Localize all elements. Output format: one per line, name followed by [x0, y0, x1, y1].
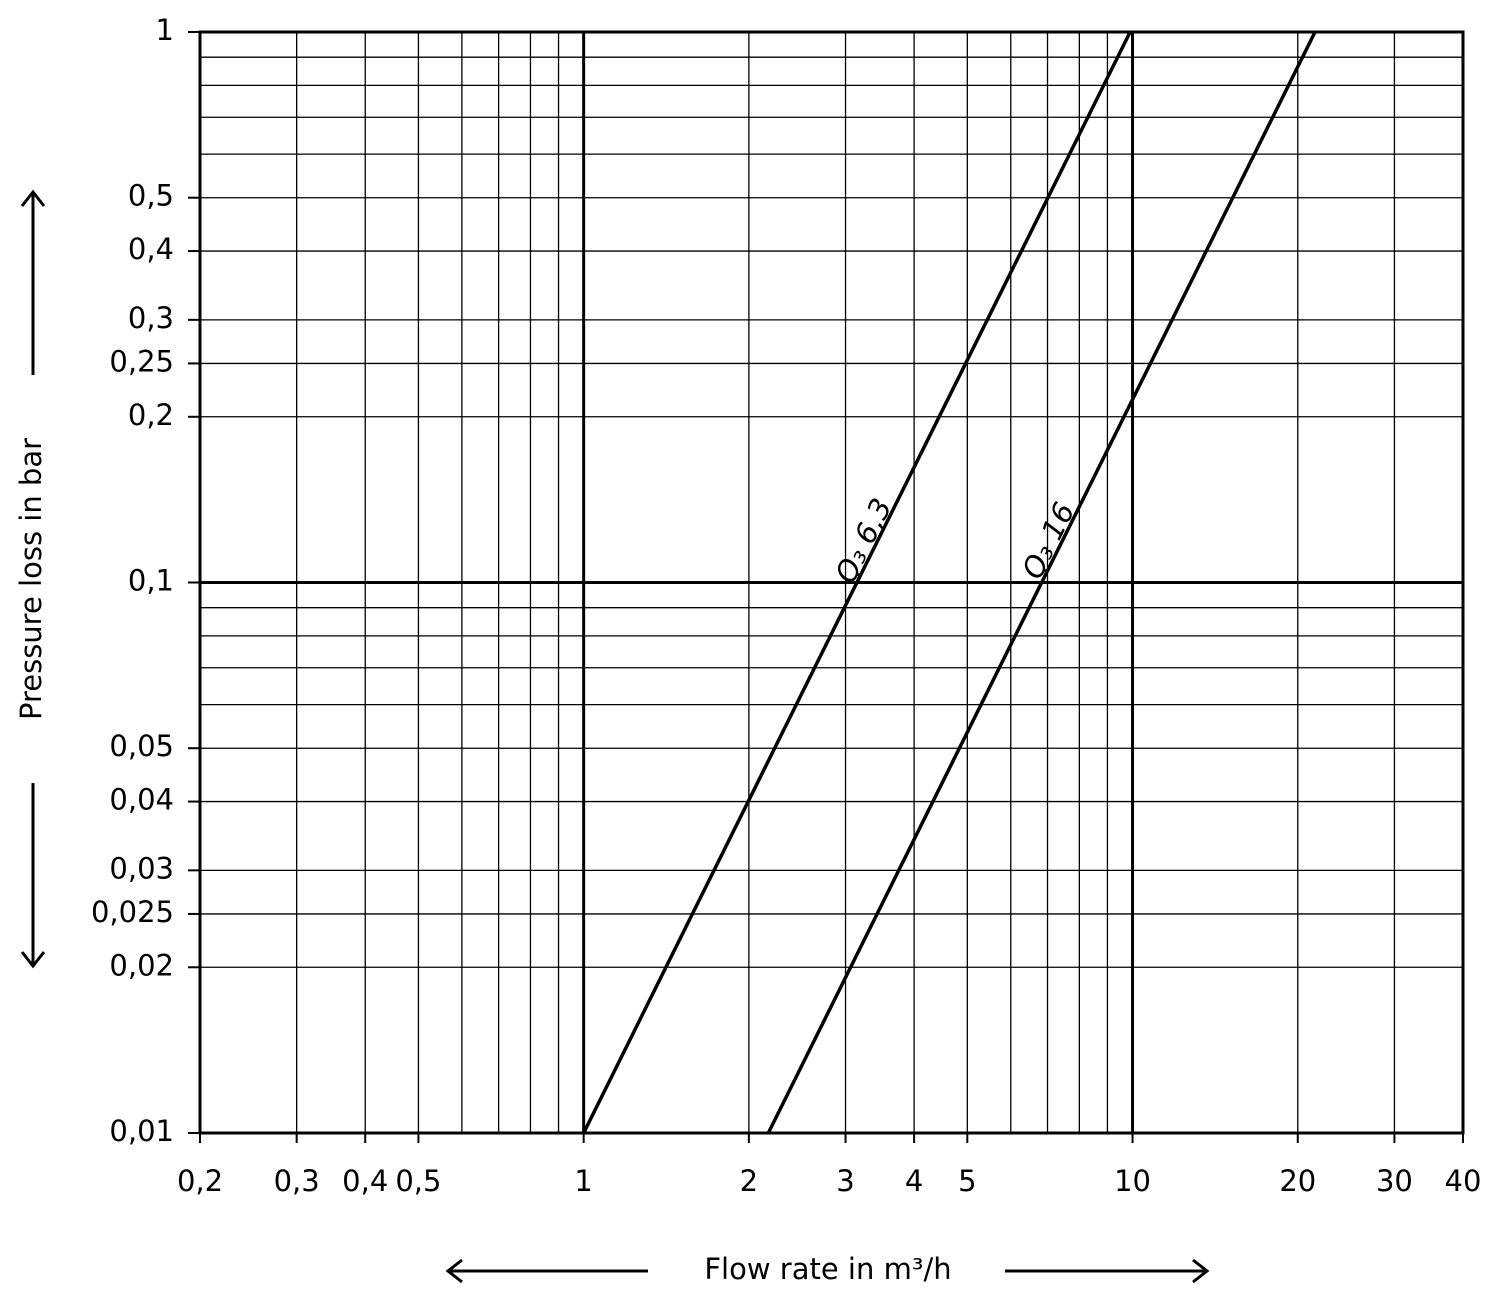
y-tick-label: 0,1: [128, 564, 174, 598]
x-tick-label: 1: [574, 1164, 592, 1198]
x-tick-label: 30: [1376, 1164, 1413, 1198]
plot-frame: [198, 30, 1465, 1135]
x-tick-label: 0,4: [342, 1164, 388, 1198]
x-tick-label: 3: [836, 1164, 854, 1198]
x-tick-label: 0,2: [177, 1164, 223, 1198]
series-label: Q₃ 16: [1015, 497, 1081, 584]
y-tick-label: 0,04: [109, 783, 174, 817]
y-tick-label: 0,02: [109, 948, 174, 982]
x-tick-label: 0,3: [274, 1164, 320, 1198]
y-tick-label: 0,3: [128, 301, 174, 335]
x-axis-label: Flow rate in m³/h: [704, 1252, 951, 1286]
x-tick-label: 2: [740, 1164, 758, 1198]
y-tick-label: 0,25: [109, 344, 174, 378]
y-tick-label: 0,2: [128, 398, 174, 432]
series-line: [582, 31, 1132, 1134]
y-tick-label: 1: [156, 13, 174, 47]
y-tick-label: 0,5: [128, 179, 174, 213]
y-axis-label: Pressure loss in bar: [14, 438, 48, 720]
x-tick-label: 0,5: [395, 1164, 441, 1198]
arrows: [20, 189, 1210, 1284]
x-tick-label: 5: [958, 1164, 976, 1198]
x-tick-label: 40: [1445, 1164, 1482, 1198]
series-label: Q₃ 6,3: [828, 493, 898, 589]
y-tick-label: 0,025: [91, 895, 174, 929]
y-tick-label: 0,4: [128, 232, 174, 266]
x-tick-label: 10: [1114, 1164, 1151, 1198]
y-tick-label: 0,05: [109, 729, 174, 763]
y-tick-label: 0,01: [109, 1114, 174, 1148]
x-tick-label: 20: [1279, 1164, 1316, 1198]
x-tick-label: 4: [905, 1164, 923, 1198]
series-line: [766, 31, 1317, 1134]
y-tick-label: 0,03: [109, 851, 174, 885]
